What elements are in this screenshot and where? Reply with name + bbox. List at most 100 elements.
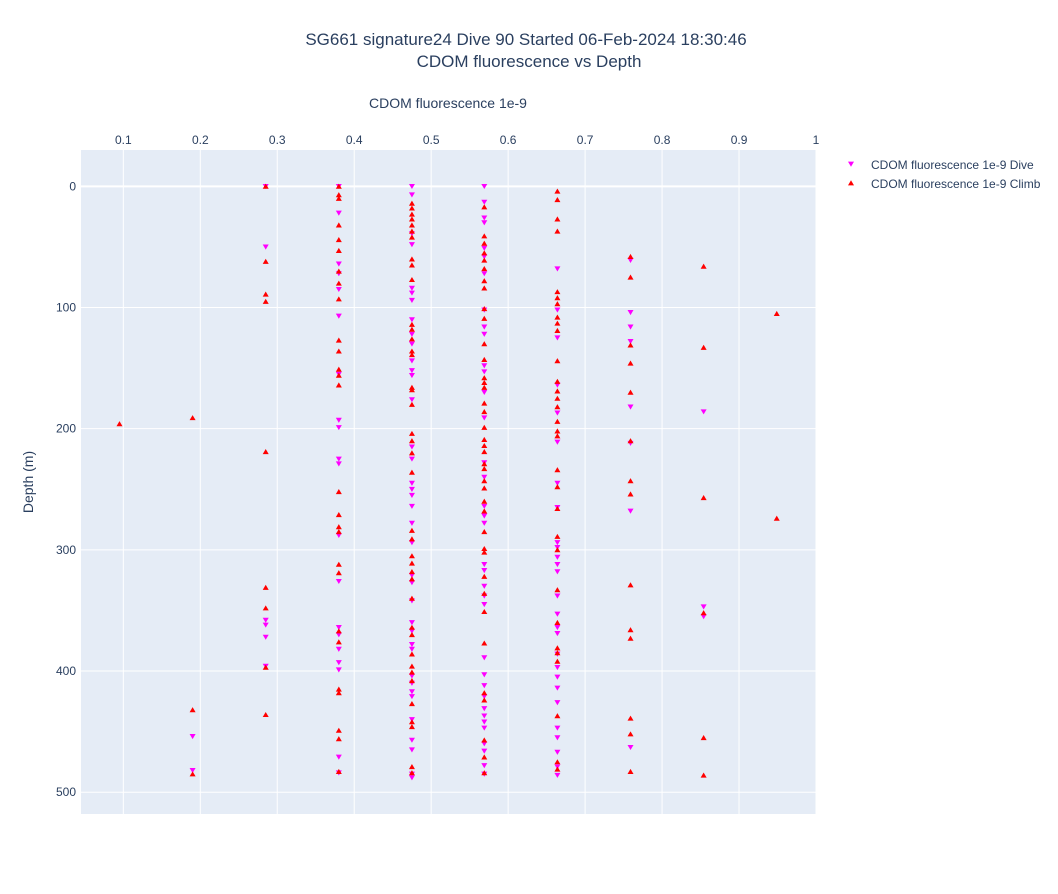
data-point xyxy=(700,344,707,350)
series-climb xyxy=(116,183,780,778)
data-point xyxy=(408,641,415,648)
chart-title-line1: SG661 signature24 Dive 90 Started 06-Feb… xyxy=(305,30,746,49)
x-tick-labels: 0.1 0.2 0.3 0.4 0.5 0.6 0.7 0.8 0.9 1 xyxy=(115,133,820,147)
data-point xyxy=(408,290,415,296)
data-point xyxy=(554,314,561,320)
data-point xyxy=(408,651,415,657)
data-point xyxy=(700,409,707,415)
data-point xyxy=(408,764,415,770)
data-point xyxy=(554,759,561,765)
data-point xyxy=(481,655,488,661)
data-point xyxy=(408,673,415,679)
data-point xyxy=(408,775,415,781)
data-point xyxy=(554,433,561,439)
data-point xyxy=(335,313,342,319)
data-point xyxy=(481,713,488,719)
data-point xyxy=(189,415,196,421)
data-point xyxy=(408,352,415,358)
data-point xyxy=(408,631,415,638)
data-point xyxy=(481,683,488,689)
data-point xyxy=(408,770,415,776)
data-point xyxy=(481,363,488,369)
y-tick-label: 500 xyxy=(56,785,76,799)
data-point xyxy=(554,625,561,631)
data-point xyxy=(554,196,561,203)
data-point xyxy=(408,297,415,303)
data-point xyxy=(481,640,488,646)
data-point xyxy=(335,639,342,645)
data-point xyxy=(408,646,415,652)
data-point xyxy=(262,298,269,304)
data-point xyxy=(700,495,707,501)
data-point xyxy=(335,660,342,666)
chart-title-line2: CDOM fluorescence vs Depth xyxy=(417,52,642,71)
data-point xyxy=(481,690,488,696)
data-point xyxy=(335,532,342,539)
data-point xyxy=(554,619,561,625)
legend-label-climb: CDOM fluorescence 1e-9 Climb xyxy=(871,177,1041,191)
data-point xyxy=(481,233,488,239)
data-point xyxy=(481,697,488,703)
data-point xyxy=(335,236,342,243)
data-point xyxy=(481,356,488,363)
data-point xyxy=(408,620,415,626)
data-point xyxy=(335,528,342,535)
data-point xyxy=(262,634,269,640)
data-point xyxy=(481,449,488,455)
data-point xyxy=(627,744,634,751)
data-point xyxy=(262,605,269,611)
data-point xyxy=(773,515,780,521)
data-point xyxy=(408,480,415,486)
data-point xyxy=(335,366,342,372)
legend-item-climb[interactable]: CDOM fluorescence 1e-9 Climb xyxy=(848,177,1041,191)
data-point xyxy=(335,372,342,378)
x-tick-label: 0.4 xyxy=(346,133,363,147)
data-point xyxy=(408,737,415,743)
data-point xyxy=(481,266,488,272)
data-point xyxy=(481,204,488,210)
data-point xyxy=(627,715,634,721)
data-point xyxy=(408,689,415,695)
data-point xyxy=(481,306,488,312)
data-point xyxy=(481,384,488,390)
data-point xyxy=(335,754,342,760)
data-point xyxy=(554,561,561,568)
data-point xyxy=(481,498,488,504)
data-point xyxy=(335,268,342,274)
data-point xyxy=(335,686,342,692)
data-point xyxy=(262,622,269,628)
data-point xyxy=(408,276,415,283)
data-point xyxy=(408,228,415,234)
data-point xyxy=(627,253,634,260)
data-point xyxy=(554,228,561,234)
data-point xyxy=(627,768,634,774)
legend[interactable]: CDOM fluorescence 1e-9 Dive CDOM fluores… xyxy=(848,158,1041,191)
y-axis-title: Depth (m) xyxy=(20,451,36,513)
legend-marker-dive xyxy=(848,161,854,167)
data-point xyxy=(335,461,342,467)
data-point xyxy=(554,533,561,539)
data-point xyxy=(335,488,342,495)
data-point xyxy=(481,545,488,552)
data-point xyxy=(700,610,707,616)
data-point xyxy=(481,240,488,246)
data-point xyxy=(554,766,561,772)
data-point xyxy=(554,467,561,473)
data-point xyxy=(408,576,415,582)
data-point xyxy=(554,358,561,364)
data-point xyxy=(481,485,488,491)
data-point xyxy=(335,625,342,631)
legend-item-dive[interactable]: CDOM fluorescence 1e-9 Dive xyxy=(848,158,1034,172)
data-point xyxy=(481,257,488,263)
data-point xyxy=(408,200,415,206)
data-point xyxy=(481,341,488,347)
data-point xyxy=(554,631,561,637)
data-point xyxy=(554,289,561,295)
data-point xyxy=(481,706,488,712)
data-point xyxy=(408,401,415,407)
data-point xyxy=(481,549,488,555)
data-point xyxy=(554,593,561,599)
data-point xyxy=(554,216,561,222)
data-point xyxy=(481,748,488,754)
data-point xyxy=(335,337,342,343)
